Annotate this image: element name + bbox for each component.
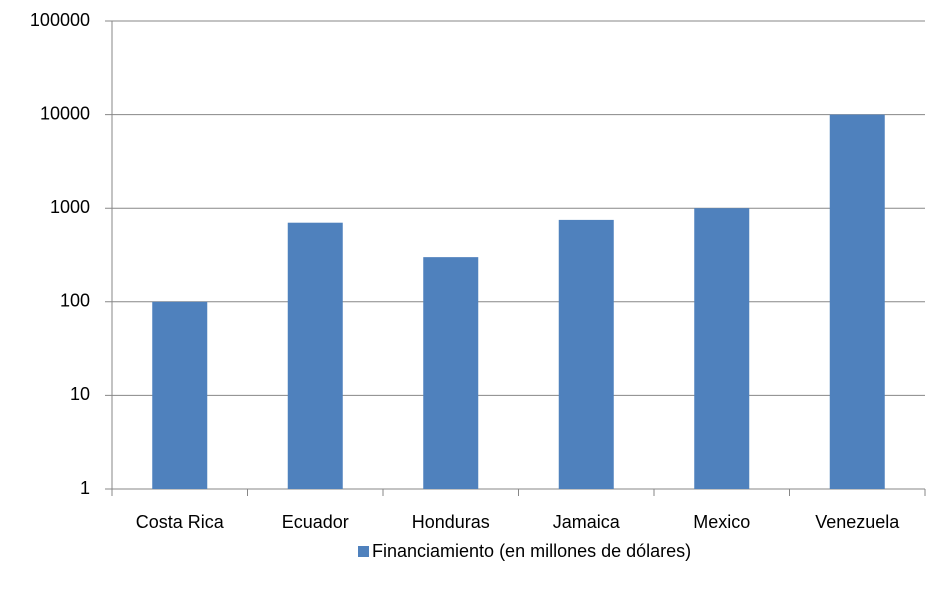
bar [152, 301, 208, 489]
x-tick-label: Venezuela [815, 512, 900, 532]
bar [694, 208, 750, 489]
legend-label: Financiamiento (en millones de dólares) [372, 541, 691, 561]
x-tick-label: Ecuador [282, 512, 349, 532]
y-tick-label: 100000 [30, 10, 90, 30]
y-tick-label: 1 [80, 478, 90, 498]
x-tick-label: Jamaica [553, 512, 621, 532]
x-tick-label: Costa Rica [136, 512, 225, 532]
bar [558, 219, 614, 489]
y-tick-label: 100 [60, 291, 90, 311]
legend-swatch [358, 546, 369, 557]
y-tick-label: 10 [70, 384, 90, 404]
y-tick-label: 1000 [50, 197, 90, 217]
bar [287, 222, 343, 489]
x-tick-label: Mexico [693, 512, 750, 532]
y-tick-label: 10000 [40, 103, 90, 123]
x-tick-label: Honduras [412, 512, 490, 532]
bar [423, 257, 479, 489]
bar [829, 114, 885, 489]
